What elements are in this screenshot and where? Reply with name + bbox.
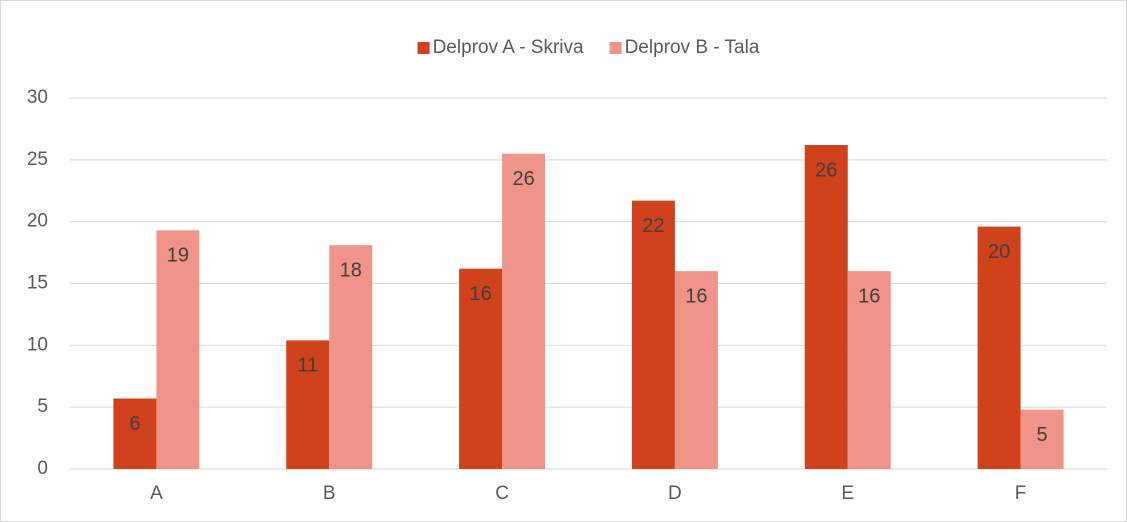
y-tick-label: 20 bbox=[27, 211, 48, 232]
data-label: 6 bbox=[129, 413, 140, 435]
y-tick-label: 0 bbox=[37, 458, 48, 479]
bar bbox=[459, 268, 503, 469]
data-label: 20 bbox=[988, 241, 1010, 263]
y-tick-label: 25 bbox=[27, 149, 48, 170]
y-tick-label: 15 bbox=[27, 273, 48, 294]
y-tick-label: 10 bbox=[27, 334, 48, 355]
bar bbox=[502, 153, 546, 469]
data-label: 26 bbox=[815, 159, 837, 181]
legend-swatch bbox=[417, 42, 430, 54]
x-tick-label: F bbox=[1015, 483, 1027, 504]
legend: Delprov A - Skriva Delprov B - Tala bbox=[417, 37, 760, 58]
x-tick-label: A bbox=[150, 483, 163, 504]
data-label: 16 bbox=[685, 285, 707, 307]
bar bbox=[286, 340, 330, 469]
y-tick-label: 5 bbox=[37, 396, 48, 417]
data-label: 16 bbox=[469, 283, 491, 305]
bar bbox=[977, 226, 1021, 469]
bar bbox=[631, 200, 675, 470]
data-label: 5 bbox=[1037, 424, 1048, 446]
bar bbox=[674, 271, 718, 469]
data-label: 22 bbox=[642, 215, 664, 237]
bar bbox=[1020, 409, 1064, 469]
data-label: 11 bbox=[297, 355, 318, 377]
bar bbox=[156, 230, 200, 469]
data-label: 18 bbox=[340, 259, 362, 281]
data-label: 16 bbox=[858, 285, 880, 307]
legend-label: Delprov B - Tala bbox=[625, 37, 760, 58]
x-tick-label: D bbox=[668, 483, 682, 504]
data-label: 26 bbox=[512, 168, 534, 190]
x-tick-label: B bbox=[323, 483, 336, 504]
data-label: 19 bbox=[167, 245, 189, 267]
legend-swatch bbox=[609, 42, 622, 54]
bar bbox=[113, 398, 157, 469]
bar bbox=[329, 245, 373, 469]
x-tick-label: C bbox=[495, 483, 509, 504]
y-tick-label: 30 bbox=[27, 87, 48, 108]
legend-label: Delprov A - Skriva bbox=[433, 37, 584, 58]
x-tick-label: E bbox=[841, 483, 854, 504]
bar bbox=[847, 271, 891, 469]
bar bbox=[804, 144, 848, 469]
